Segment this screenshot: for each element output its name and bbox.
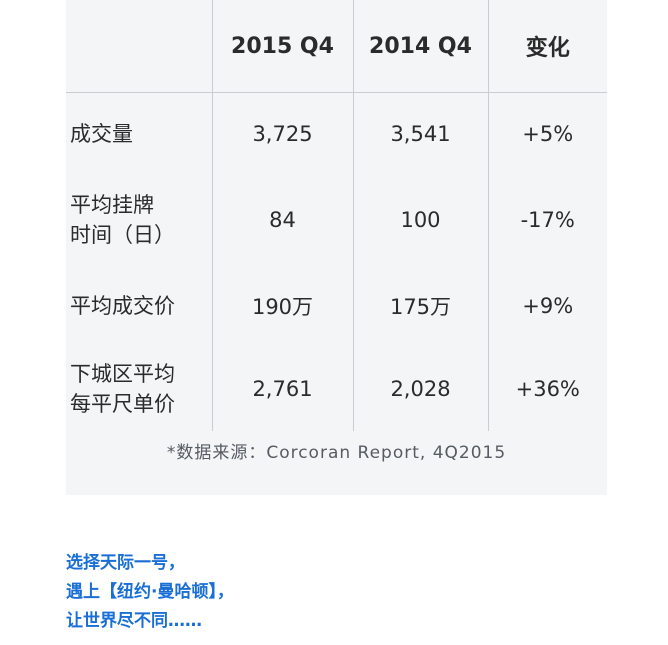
- row-label: 平均挂牌 时间（日）: [66, 175, 212, 265]
- header-2014-q4: 2014 Q4: [352, 0, 488, 93]
- row-label-line: 平均成交价: [70, 294, 175, 318]
- table-row: 平均成交价 190万 175万 +9%: [66, 265, 607, 347]
- value-change: +5%: [487, 92, 607, 175]
- data-source-note: *数据来源：Corcoran Report, 4Q2015: [166, 443, 507, 463]
- promo-text: 选择天际一号， 遇上【纽约·曼哈顿】， 让世界尽不同……: [66, 549, 234, 636]
- header-change: 变化: [487, 0, 607, 93]
- value-change: +9%: [487, 265, 607, 347]
- row-label-line: 平均挂牌: [70, 193, 154, 217]
- value-2014: 100: [352, 175, 488, 265]
- row-label-line: 成交量: [70, 122, 133, 146]
- value-change: -17%: [487, 175, 607, 265]
- table-header-row: 2015 Q4 2014 Q4 变化: [66, 0, 607, 93]
- value-change: +36%: [487, 347, 607, 431]
- value-2014: 175万: [352, 265, 488, 347]
- promo-line-1: 选择天际一号，: [66, 553, 185, 573]
- row-label: 成交量: [66, 93, 212, 176]
- row-label-line: 下城区平均: [70, 362, 175, 386]
- table-row: 平均挂牌 时间（日） 84 100 -17%: [66, 175, 607, 265]
- stats-panel: 2015 Q4 2014 Q4 变化 成交量 3,725 3,541 +5% 平…: [66, 0, 607, 495]
- header-cell-empty: [66, 0, 212, 93]
- header-2015-q4: 2015 Q4: [211, 0, 353, 93]
- value-2014: 3,541: [352, 92, 488, 175]
- promo-line-3: 让世界尽不同……: [66, 611, 202, 631]
- value-2015: 190万: [211, 265, 353, 347]
- row-label: 下城区平均 每平尺单价: [66, 347, 212, 431]
- stats-table: 2015 Q4 2014 Q4 变化 成交量 3,725 3,541 +5% 平…: [66, 0, 607, 431]
- table-row: 成交量 3,725 3,541 +5%: [66, 92, 607, 176]
- row-label: 平均成交价: [66, 265, 212, 347]
- value-2015: 3,725: [211, 92, 353, 175]
- value-2014: 2,028: [352, 347, 488, 431]
- value-2015: 2,761: [211, 347, 353, 431]
- value-2015: 84: [211, 175, 353, 265]
- row-label-line: 时间（日）: [70, 223, 175, 247]
- table-row: 下城区平均 每平尺单价 2,761 2,028 +36%: [66, 347, 607, 431]
- row-label-line: 每平尺单价: [70, 392, 175, 416]
- promo-line-2: 遇上【纽约·曼哈顿】，: [66, 582, 234, 602]
